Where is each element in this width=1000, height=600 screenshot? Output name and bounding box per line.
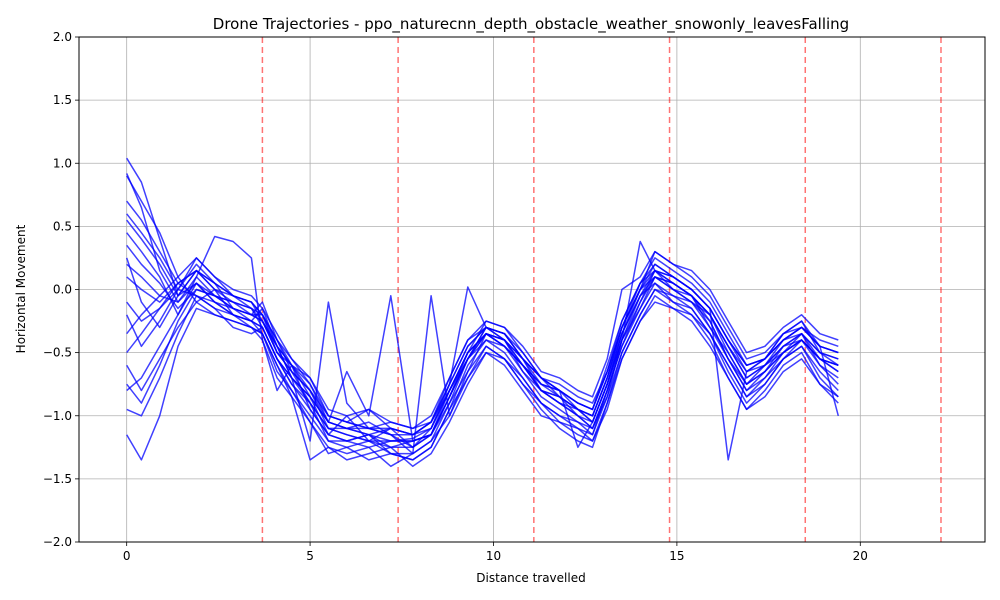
- trajectory-line: [126, 269, 840, 461]
- y-tick-label: 1.0: [53, 156, 72, 170]
- y-tick-label: 2.0: [53, 30, 72, 44]
- y-axis-ticks: −2.0 −1.5 −1.0 −0.5 0.0 0.5 1.0 1.5 2.0: [43, 30, 79, 549]
- y-tick-label: −2.0: [43, 535, 72, 549]
- reference-lines: [261, 37, 942, 542]
- x-tick-label: 15: [669, 549, 684, 563]
- y-tick-label: −1.0: [43, 409, 72, 423]
- y-tick-label: −1.5: [43, 472, 72, 486]
- trajectory-line: [126, 213, 839, 442]
- trajectory-line: [126, 250, 839, 430]
- chart-title: Drone Trajectories - ppo_naturecnn_depth…: [213, 15, 849, 34]
- trajectory-line: [126, 282, 839, 455]
- x-tick-label: 20: [853, 549, 868, 563]
- y-tick-label: 1.5: [53, 93, 72, 107]
- x-tick-label: 10: [486, 549, 501, 563]
- y-tick-label: −0.5: [43, 346, 72, 360]
- x-axis-ticks: 0 5 10 15 20: [123, 542, 868, 563]
- x-tick-label: 5: [306, 549, 314, 563]
- x-axis-title: Distance travelled: [476, 571, 585, 585]
- x-tick-label: 0: [123, 549, 131, 563]
- y-axis-title: Horizontal Movement: [14, 224, 28, 353]
- trajectory-series: [125, 157, 840, 468]
- y-tick-label: 0.5: [53, 219, 72, 233]
- y-tick-label: 0.0: [53, 283, 72, 297]
